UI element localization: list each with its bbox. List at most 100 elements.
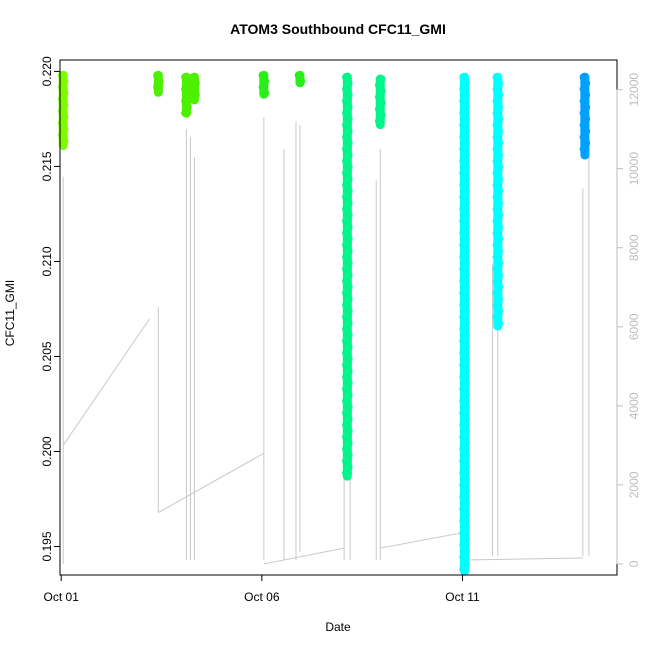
data-point [459,193,467,201]
y2-tick-label: 0 [627,560,641,567]
data-point [459,529,467,537]
data-point [345,451,353,459]
data-point [579,73,588,81]
data-point [495,247,504,255]
data-point [492,181,501,189]
data-point [60,77,69,86]
data-point [57,119,66,128]
data-point [377,99,386,107]
data-point [459,373,467,381]
data-point [462,499,470,507]
y2-tick-label: 12000 [627,73,641,107]
data-point [57,83,66,92]
background-tracks [62,117,590,565]
data-point [57,95,66,104]
data-point [492,301,501,309]
data-point [462,355,470,363]
data-point [342,181,350,189]
data-point [345,175,353,183]
y-tick-label: 0.210 [40,246,54,276]
data-point [459,397,467,405]
y2-tick-label: 8000 [627,234,641,261]
data-point [342,205,350,213]
data-point [492,289,501,297]
data-point [345,415,353,423]
data-point [342,121,350,129]
data-point [374,81,383,89]
data-point [342,97,350,105]
data-point [462,487,470,495]
data-point [459,469,467,477]
data-points [57,70,591,576]
x-axis-label: Date [325,620,351,634]
data-point [60,101,69,110]
data-point [345,187,353,195]
y-tick-label: 0.220 [40,56,54,86]
data-point [345,463,353,471]
data-point [342,241,350,249]
data-point [462,427,470,435]
data-point [459,541,467,549]
data-point [156,77,164,86]
data-point [492,85,501,93]
data-point [495,187,504,195]
data-point [57,131,66,140]
data-point [495,79,504,87]
data-point [492,229,501,237]
data-point [345,211,353,219]
data-point [462,451,470,459]
data-point [462,463,470,471]
data-point [345,103,353,111]
data-point [462,475,470,483]
data-point [342,397,350,405]
data-point [345,163,353,171]
data-point [342,73,350,81]
data-point [60,113,69,122]
data-point [579,133,588,141]
data-point [462,511,470,519]
data-point [462,439,470,447]
data-point [342,445,350,453]
data-point [492,157,501,165]
data-point [342,133,350,141]
data-point [459,289,467,297]
y2-tick-label: 10000 [627,152,641,186]
data-point [495,259,504,267]
data-point [459,277,467,285]
altitude-connector [263,547,345,565]
data-point [342,433,350,441]
data-point [579,145,588,153]
data-point [462,199,470,207]
data-point [342,277,350,285]
data-point [462,103,470,111]
data-point [345,379,353,387]
data-point [342,229,350,237]
data-point [459,301,467,309]
data-point [495,223,504,231]
y-tick-label: 0.195 [40,531,54,561]
data-point [459,409,467,417]
data-point [459,133,467,141]
data-point [345,79,353,87]
data-point [492,193,501,201]
data-point [459,349,467,357]
data-point [495,91,504,99]
data-point [459,85,467,93]
data-point [345,223,353,231]
y2-tick-label: 4000 [627,392,641,419]
data-point [582,79,591,87]
data-point [261,89,270,98]
data-point [462,235,470,243]
data-point [462,163,470,171]
data-point [181,85,189,93]
data-point [462,127,470,135]
data-point [495,283,504,291]
data-point [192,79,200,87]
data-point [342,469,350,477]
data-point [345,199,353,207]
data-point [345,391,353,399]
data-point [462,367,470,375]
data-point [462,187,470,195]
data-point [459,241,467,249]
data-point [495,163,504,171]
